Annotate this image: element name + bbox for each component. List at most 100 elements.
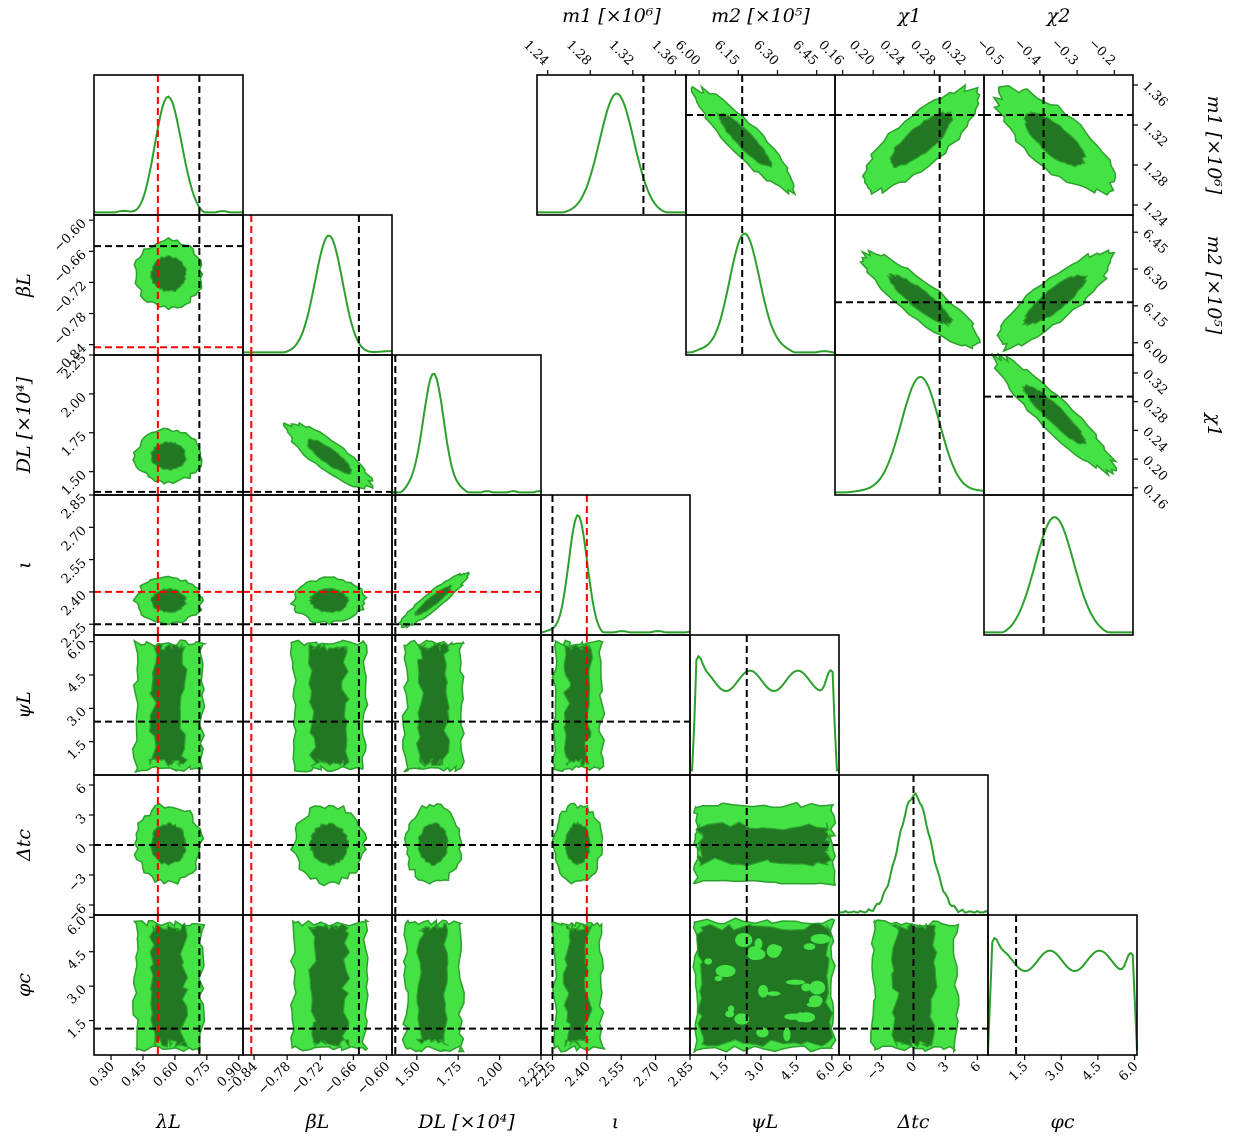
yaxis-label-D_L: DL [×10⁴] (13, 376, 35, 474)
yaxis-label-phi_c: φc (13, 973, 35, 997)
contour-psi_L-phi_c-hole (766, 991, 781, 996)
top-xtick-label-m2: 6.45 (789, 38, 820, 69)
top-xtick-label-m1: 1.32 (605, 38, 636, 69)
contour-lambda_L-psi_L (132, 639, 208, 773)
contour-psi_L-phi_c-hole (810, 934, 831, 944)
contour-psi_L-phi_c-hole (758, 984, 769, 998)
contour-psi_L-phi_c-hole (785, 979, 805, 985)
contour-psi_L-phi_c-hole (796, 1012, 805, 1023)
xtick-label-phi_c: 1.5 (1006, 1059, 1031, 1084)
xtick-label-D_L: 2.00 (475, 1059, 506, 1090)
xtick-label-phi_c: 3.0 (1043, 1059, 1068, 1084)
ytick-label-phi_c: 1.5 (65, 1017, 90, 1042)
xtick-label-beta_L: −0.78 (255, 1059, 294, 1098)
right-ytick-label-m1: 1.36 (1139, 79, 1170, 110)
contour-iota-psi_L (550, 639, 606, 773)
top-xtick-label-m2: 6.30 (750, 38, 781, 69)
contour-psi_L-dt_c-inner (694, 821, 833, 867)
xtick-label-D_L: 1.75 (434, 1059, 465, 1090)
xaxis-label-beta_L: βL (305, 1111, 330, 1133)
contour-iota-dt_c (551, 802, 604, 885)
contour-chi2-chi1-inner (1021, 384, 1087, 445)
yaxis-label-beta_L: βL (13, 273, 35, 298)
contour-beta_L-D_L (282, 421, 374, 490)
top-xtick-label-chi2: −0.5 (973, 36, 1006, 69)
contour-beta_L-psi_L (289, 639, 369, 773)
xaxis-label-phi_c: φc (1051, 1111, 1075, 1133)
contour-D_L-phi_c-inner (415, 922, 449, 1046)
xtick-label-dt_c: 0 (904, 1059, 920, 1075)
contour-chi1-m1 (861, 83, 981, 196)
contour-psi_L-phi_c-hole (783, 1027, 791, 1042)
marginal-beta_L (243, 234, 392, 354)
contour-lambda_L-beta_L (133, 236, 204, 311)
xaxis-label-psi_L: ψL (751, 1111, 779, 1133)
right-axis-label-chi1: χ1 (1203, 411, 1225, 437)
xtick-label-iota: 2.85 (666, 1059, 697, 1090)
right-ytick-label-m2: 6.15 (1139, 300, 1170, 331)
xtick-label-dt_c: 3 (936, 1059, 952, 1075)
contour-psi_L-phi_c-hole (803, 943, 816, 950)
contour-lambda_L-phi_c-inner (149, 922, 189, 1048)
right-ytick-label-chi1: 0.20 (1139, 453, 1170, 484)
panel-D_L-D_L (391, 354, 542, 496)
xtick-label-iota: 2.70 (631, 1059, 662, 1090)
right-ytick-label-chi1: 0.24 (1139, 425, 1170, 456)
ytick-label-phi_c: 4.5 (65, 948, 90, 973)
contour-lambda_L-D_L (132, 427, 203, 485)
contour-D_L-dt_c (403, 803, 463, 885)
marginal-lambda_L (93, 95, 243, 214)
ytick-label-D_L: 1.50 (59, 468, 90, 499)
right-axis-label-m2: m2 [×10⁵] (1203, 236, 1225, 335)
marginal-chi2 (984, 516, 1133, 634)
ytick-label-psi_L: 3.0 (65, 705, 90, 730)
contour-psi_L-phi_c-hole (735, 933, 753, 947)
contour-chi2-m1 (992, 85, 1117, 196)
contour-m2-m1 (690, 84, 797, 197)
marginal-D_L (392, 372, 542, 494)
contour-chi2-m1-inner (1023, 111, 1087, 168)
yaxis-label-psi_L: ψL (13, 691, 35, 719)
top-xtick-label-chi1: 0.24 (876, 38, 907, 69)
contour-psi_L-dt_c (692, 801, 837, 887)
xtick-label-dt_c: −3 (864, 1059, 888, 1083)
contour-psi_L-phi_c-hole (756, 1027, 769, 1038)
contour-chi2-m2 (996, 248, 1116, 353)
contour-psi_L-phi_c-hole (725, 1010, 735, 1018)
xtick-label-dt_c: 6 (968, 1059, 984, 1075)
top-xtick-label-chi1: 0.16 (815, 38, 846, 69)
top-xtick-label-chi1: 0.28 (907, 38, 938, 69)
xtick-label-lambda_L: 0.75 (183, 1059, 214, 1090)
contour-beta_L-D_L-inner (306, 438, 353, 475)
xtick-label-iota: 2.55 (597, 1059, 628, 1090)
ytick-label-D_L: 2.00 (59, 390, 90, 421)
marginal-m1 (537, 92, 686, 214)
top-axis-label-m1: m1 [×10⁶] (562, 5, 661, 27)
right-ytick-label-chi1: 0.16 (1139, 482, 1170, 513)
xtick-label-lambda_L: 0.30 (87, 1059, 118, 1090)
xtick-label-beta_L: −0.60 (355, 1059, 394, 1098)
contour-D_L-psi_L-inner (415, 641, 451, 768)
contour-beta_L-iota (289, 576, 368, 626)
xaxis-label-iota: ι (612, 1111, 619, 1133)
top-xtick-label-m1: 1.24 (520, 38, 551, 69)
contour-psi_L-phi_c-hole (704, 958, 713, 965)
marginal-chi1 (835, 375, 985, 494)
right-ytick-label-m1: 1.28 (1139, 159, 1170, 190)
xtick-label-psi_L: 1.5 (707, 1059, 732, 1084)
top-axis-label-m2: m2 [×10⁵] (711, 5, 810, 27)
contour-psi_L-phi_c-hole (806, 1002, 821, 1008)
contour-psi_L-phi_c-hole (715, 964, 736, 978)
ytick-label-dt_c: 6 (73, 781, 89, 797)
marginal-psi_L (690, 654, 839, 772)
contour-beta_L-phi_c (289, 918, 370, 1052)
panel-psi_L-psi_L (689, 634, 840, 776)
contour-psi_L-phi_c-hole (749, 948, 766, 960)
xtick-label-beta_L: −0.66 (321, 1059, 360, 1098)
ytick-label-dt_c: −3 (66, 871, 90, 895)
contour-lambda_L-dt_c (133, 802, 205, 885)
contour-iota-phi_c (551, 920, 607, 1053)
top-xtick-label-chi2: −0.4 (1011, 36, 1044, 69)
top-xtick-label-chi2: −0.3 (1048, 36, 1081, 69)
